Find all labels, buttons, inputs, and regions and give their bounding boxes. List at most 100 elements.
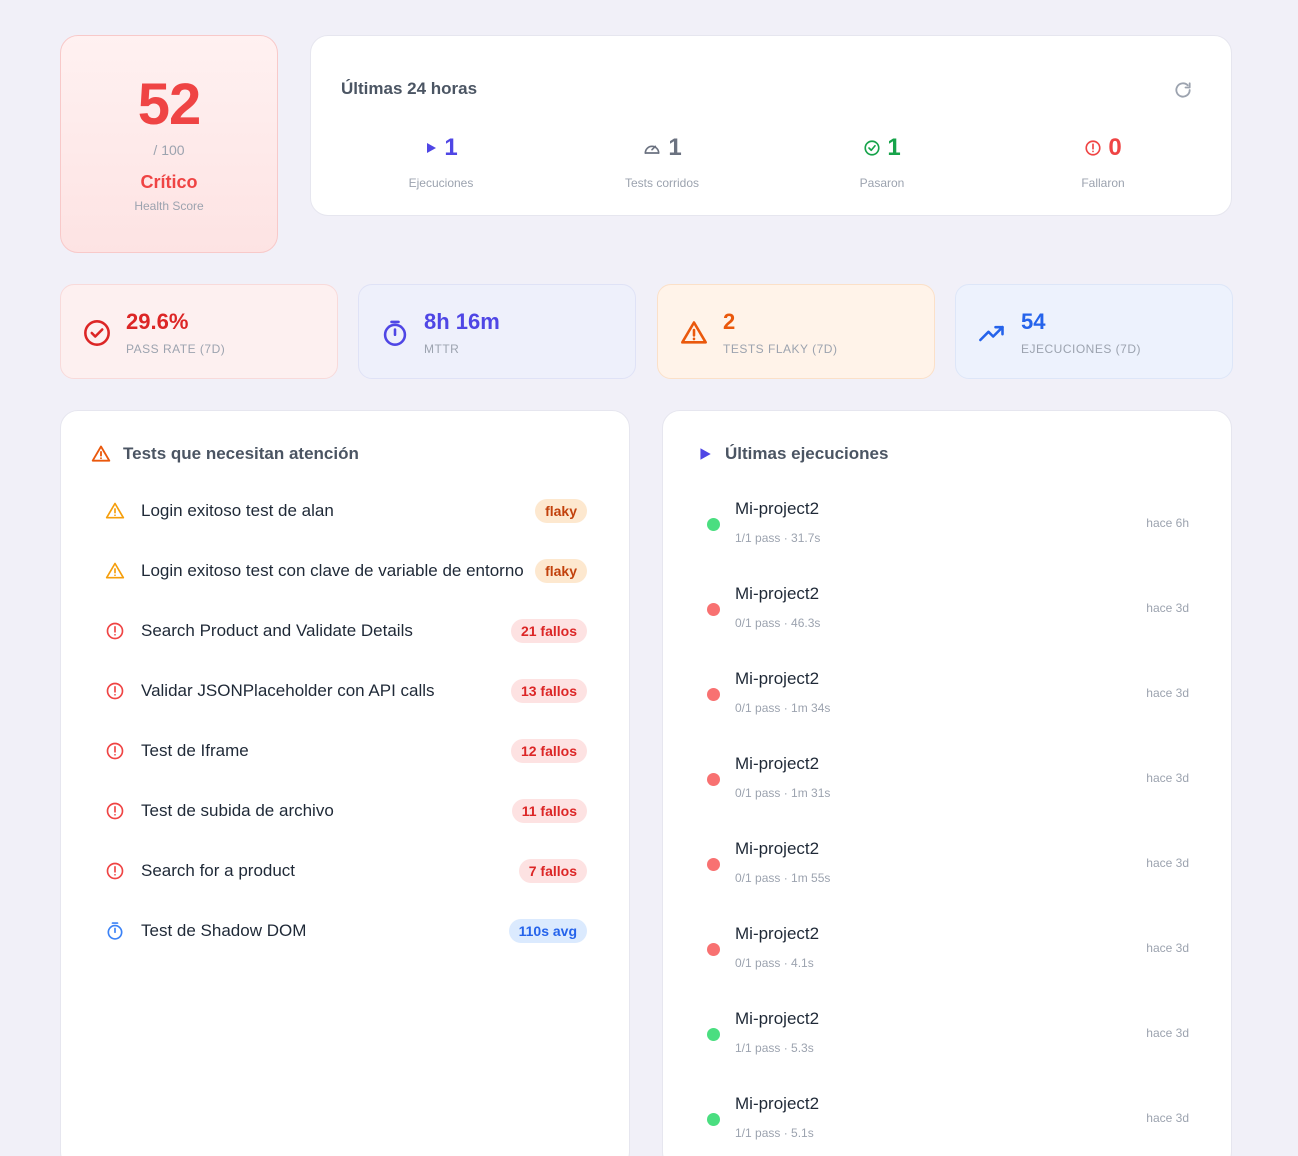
kpi-tests-flaky: 2 TESTS FLAKY (7D) bbox=[657, 284, 935, 379]
kpi-label: EJECUCIONES (7D) bbox=[1021, 342, 1142, 356]
test-name: Validar JSONPlaceholder con API calls bbox=[141, 681, 435, 700]
test-name: Test de Shadow DOM bbox=[141, 921, 307, 940]
refresh-icon[interactable] bbox=[1173, 80, 1193, 100]
execution-project: Mi-project2 bbox=[735, 1094, 820, 1113]
execution-item[interactable]: Mi-project2 0/1 pass · 1m 34s hace 3d bbox=[707, 663, 1189, 748]
last-24h-title: Últimas 24 horas bbox=[341, 79, 478, 98]
execution-project: Mi-project2 bbox=[735, 584, 820, 603]
execution-project: Mi-project2 bbox=[735, 499, 820, 518]
stat-label: Ejecuciones bbox=[408, 176, 474, 190]
executions-panel: Últimas ejecuciones Mi-project2 1/1 pass … bbox=[662, 410, 1232, 1156]
kpi-value: 29.6% bbox=[126, 309, 189, 334]
check-circle-icon bbox=[864, 140, 880, 156]
execution-project: Mi-project2 bbox=[735, 1009, 820, 1028]
kpi-label: PASS RATE (7D) bbox=[126, 342, 226, 356]
execution-meta: 1/1 pass · 5.3s bbox=[735, 1041, 814, 1055]
execution-project: Mi-project2 bbox=[735, 839, 820, 858]
status-dot bbox=[707, 603, 720, 616]
health-score-card: 52 / 100 Crítico Health Score bbox=[60, 35, 278, 253]
execution-item[interactable]: Mi-project2 1/1 pass · 5.3s hace 3d bbox=[707, 1003, 1189, 1088]
stat-label: Tests corridos bbox=[624, 176, 700, 190]
execution-item[interactable]: Mi-project2 1/1 pass · 5.1s hace 3d bbox=[707, 1088, 1189, 1156]
test-name: Search Product and Validate Details bbox=[141, 621, 413, 640]
attention-badge: 11 fallos bbox=[511, 799, 587, 823]
health-score-max: / 100 bbox=[153, 142, 185, 158]
check-circle-icon bbox=[84, 320, 110, 346]
status-dot bbox=[707, 773, 720, 786]
executions-panel-title: Últimas ejecuciones bbox=[725, 444, 889, 463]
attention-badge: 21 fallos bbox=[510, 619, 587, 643]
execution-time-ago: hace 3d bbox=[1146, 601, 1189, 615]
executions-list: Mi-project2 1/1 pass · 31.7s hace 6h Mi-pro… bbox=[707, 493, 1189, 1156]
attention-item[interactable]: Search Product and Validate Details 21 fa… bbox=[105, 601, 587, 661]
kpi-pass-rate: 29.6% PASS RATE (7D) bbox=[60, 284, 338, 379]
stat-value: 0 bbox=[1108, 134, 1122, 161]
attention-badge: 12 fallos bbox=[510, 739, 587, 763]
execution-item[interactable]: Mi-project2 0/1 pass · 1m 31s hace 3d bbox=[707, 748, 1189, 833]
attention-item[interactable]: Validar JSONPlaceholder con API calls 13 … bbox=[105, 661, 587, 721]
execution-item[interactable]: Mi-project2 1/1 pass · 31.7s hace 6h bbox=[707, 493, 1189, 578]
attention-badge: 13 fallos bbox=[510, 679, 587, 703]
execution-time-ago: hace 3d bbox=[1146, 1026, 1189, 1040]
execution-meta: 0/1 pass · 1m 34s bbox=[735, 701, 831, 715]
attention-item[interactable]: Test de Iframe 12 fallos bbox=[105, 721, 587, 781]
attention-item[interactable]: Test de subida de archivo 11 fallos bbox=[105, 781, 587, 841]
play-icon bbox=[700, 448, 711, 460]
execution-item[interactable]: Mi-project2 0/1 pass · 1m 55s hace 3d bbox=[707, 833, 1189, 918]
kpi-value: 8h 16m bbox=[424, 309, 500, 334]
execution-time-ago: hace 3d bbox=[1146, 686, 1189, 700]
execution-time-ago: hace 3d bbox=[1146, 856, 1189, 870]
test-name: Login exitoso test de alan bbox=[141, 501, 334, 520]
gauge-icon bbox=[644, 145, 660, 154]
stat-fallaron: 0 Fallaron bbox=[1003, 134, 1203, 190]
execution-item[interactable]: Mi-project2 0/1 pass · 4.1s hace 3d bbox=[707, 918, 1189, 1003]
status-dot bbox=[707, 518, 720, 531]
attention-panel: Tests que necesitan atención Login exito… bbox=[60, 410, 630, 1156]
health-score-value: 52 bbox=[137, 72, 202, 137]
execution-meta: 0/1 pass · 4.1s bbox=[735, 956, 814, 970]
attention-item[interactable]: Search for a product 7 fallos bbox=[105, 841, 587, 901]
executions-panel-header: Últimas ejecuciones bbox=[697, 444, 888, 464]
test-name: Test de Iframe bbox=[141, 741, 249, 760]
execution-project: Mi-project2 bbox=[735, 754, 820, 773]
execution-item[interactable]: Mi-project2 0/1 pass · 46.3s hace 3d bbox=[707, 578, 1189, 663]
attention-item[interactable]: Login exitoso test con clave de variable… bbox=[105, 541, 587, 601]
execution-meta: 1/1 pass · 5.1s bbox=[735, 1126, 814, 1140]
execution-meta: 0/1 pass · 1m 55s bbox=[735, 871, 831, 885]
attention-badge: 7 fallos bbox=[518, 859, 587, 883]
alert-circle-icon bbox=[1085, 140, 1101, 156]
kpi-ejecuciones: 54 EJECUCIONES (7D) bbox=[955, 284, 1233, 379]
stopwatch-icon bbox=[107, 922, 123, 940]
execution-time-ago: hace 3d bbox=[1146, 1111, 1189, 1125]
attention-panel-header: Tests que necesitan atención bbox=[91, 444, 359, 464]
stat-label: Pasaron bbox=[859, 176, 905, 190]
kpi-mttr: 8h 16m MTTR bbox=[358, 284, 636, 379]
stat-label: Fallaron bbox=[1081, 176, 1125, 190]
stat-ejecuciones: 1 Ejecuciones bbox=[341, 134, 541, 190]
kpi-value: 2 bbox=[723, 309, 736, 334]
attention-badge: flaky bbox=[535, 499, 587, 523]
alert-circle-icon bbox=[106, 802, 124, 820]
test-name: Search for a product bbox=[141, 861, 296, 880]
kpi-label: TESTS FLAKY (7D) bbox=[723, 342, 838, 356]
attention-panel-title: Tests que necesitan atención bbox=[123, 444, 359, 463]
status-dot bbox=[707, 688, 720, 701]
alert-circle-icon bbox=[106, 862, 124, 880]
execution-time-ago: hace 3d bbox=[1146, 771, 1189, 785]
attention-item[interactable]: Test de Shadow DOM 110s avg bbox=[105, 901, 587, 961]
alert-circle-icon bbox=[106, 682, 124, 700]
execution-project: Mi-project2 bbox=[735, 669, 820, 688]
stat-value: 1 bbox=[444, 134, 458, 161]
last-24h-card: Últimas 24 horas 1 Ejecuciones 1 Tests c… bbox=[310, 35, 1232, 216]
warning-icon bbox=[91, 445, 111, 462]
health-status: Crítico bbox=[140, 172, 198, 192]
play-icon bbox=[427, 143, 437, 153]
warning-icon bbox=[681, 321, 707, 344]
execution-meta: 0/1 pass · 1m 31s bbox=[735, 786, 831, 800]
execution-time-ago: hace 3d bbox=[1146, 941, 1189, 955]
attention-item[interactable]: Login exitoso test de alan flaky bbox=[105, 481, 587, 541]
trending-up-icon bbox=[979, 325, 1004, 342]
alert-circle-icon bbox=[106, 622, 124, 640]
stat-value: 1 bbox=[668, 134, 682, 161]
kpi-label: MTTR bbox=[424, 342, 460, 356]
